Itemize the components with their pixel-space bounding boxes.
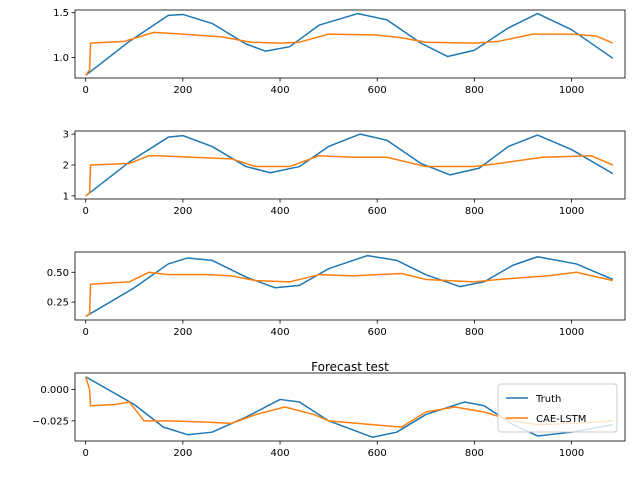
x-tick-label: 800 xyxy=(465,448,484,459)
x-tick-label: 600 xyxy=(368,448,387,459)
series-cae-lstm-line xyxy=(85,271,614,318)
x-tick-label: 1000 xyxy=(559,327,584,338)
plot-area-frame xyxy=(74,130,626,200)
y-tick-label: −0.025 xyxy=(32,416,69,427)
y-tick-label: 0.25 xyxy=(47,298,69,309)
x-tick-label: 0 xyxy=(83,327,89,338)
y-tick-label: 2 xyxy=(63,161,69,172)
plot-area-frame xyxy=(74,372,626,442)
legend-cae-lstm-label: CAE-LSTM xyxy=(536,414,586,425)
x-tick-label: 800 xyxy=(465,327,484,338)
forecast-title: Forecast test xyxy=(311,360,389,374)
x-tick-label: 200 xyxy=(173,327,192,338)
x-tick-label: 200 xyxy=(173,85,192,96)
plot-area-frame xyxy=(74,251,626,321)
legend-truth-label: Truth xyxy=(535,394,561,405)
series-cae-lstm-line xyxy=(85,31,614,76)
y-tick-label: 0.50 xyxy=(47,268,69,279)
y-tick-label: 0.000 xyxy=(40,385,69,396)
x-tick-label: 400 xyxy=(270,85,289,96)
subplot-3: 0 200 400 600 800 1000 0.25 0.50 xyxy=(47,251,626,338)
x-tick-label: 600 xyxy=(368,327,387,338)
y-tick-label: 1.5 xyxy=(53,8,69,19)
legend-frame xyxy=(497,383,618,433)
x-tick-label: 800 xyxy=(465,206,484,217)
series-truth-line xyxy=(85,12,614,76)
x-tick-label: 1000 xyxy=(559,206,584,217)
x-tick-label: 200 xyxy=(173,206,192,217)
y-tick-label: 1 xyxy=(63,191,69,202)
series-cae-lstm-line xyxy=(85,154,614,197)
x-tick-label: 400 xyxy=(270,448,289,459)
x-tick-label: 0 xyxy=(83,448,89,459)
series-truth-line xyxy=(85,254,614,318)
x-tick-label: 1000 xyxy=(559,448,584,459)
x-tick-label: 0 xyxy=(83,85,89,96)
x-tick-label: 400 xyxy=(270,327,289,338)
x-tick-label: 200 xyxy=(173,448,192,459)
y-tick-label: 1.0 xyxy=(53,53,69,64)
x-tick-label: 800 xyxy=(465,85,484,96)
legend: Truth CAE-LSTM xyxy=(497,383,618,433)
x-tick-label: 1000 xyxy=(559,85,584,96)
series-truth-line xyxy=(85,133,614,197)
x-tick-label: 600 xyxy=(368,206,387,217)
x-tick-label: 400 xyxy=(270,206,289,217)
x-tick-label: 0 xyxy=(83,206,89,217)
subplot-1: 0 200 400 600 800 1000 1.0 1.5 xyxy=(53,8,626,96)
subplot-2: 0 200 400 600 800 1000 1 2 3 xyxy=(63,130,626,217)
x-tick-label: 600 xyxy=(368,85,387,96)
y-tick-label: 3 xyxy=(63,130,69,141)
plot-area-frame xyxy=(74,9,626,79)
